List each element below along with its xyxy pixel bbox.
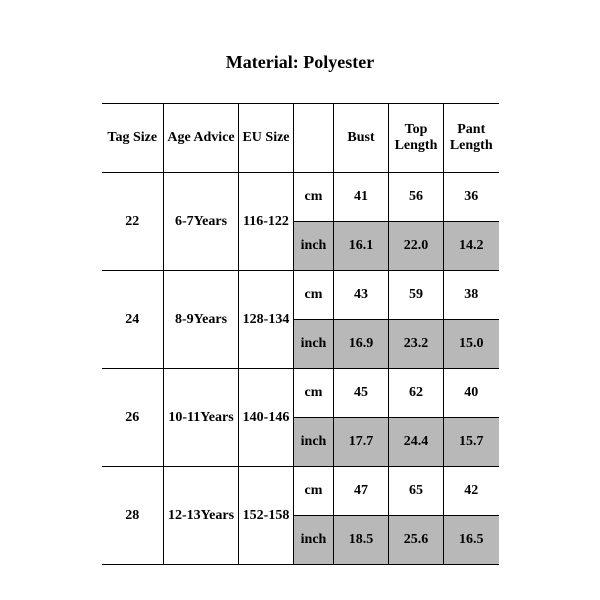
cell-age: 8-9Years [164, 271, 239, 369]
col-age-advice: Age Advice [164, 104, 239, 173]
cell-pant-cm: 40 [444, 369, 499, 418]
cell-bust-inch: 16.1 [334, 222, 389, 271]
cell-top-cm: 62 [389, 369, 444, 418]
table-row: 26 10-11Years 140-146 cm 45 62 40 [102, 369, 499, 418]
table-row: 24 8-9Years 128-134 cm 43 59 38 [102, 271, 499, 320]
cell-top-inch: 22.0 [389, 222, 444, 271]
cell-bust-inch: 17.7 [334, 418, 389, 467]
size-table-wrap: Tag Size Age Advice EU Size Bust Top Len… [70, 103, 530, 565]
col-tag-size: Tag Size [102, 104, 164, 173]
col-eu-size: EU Size [239, 104, 294, 173]
table-header-row: Tag Size Age Advice EU Size Bust Top Len… [102, 104, 499, 173]
cell-bust-inch: 16.9 [334, 320, 389, 369]
cell-unit-cm: cm [294, 173, 334, 222]
size-table: Tag Size Age Advice EU Size Bust Top Len… [102, 103, 499, 565]
cell-age: 10-11Years [164, 369, 239, 467]
cell-unit-inch: inch [294, 320, 334, 369]
cell-unit-cm: cm [294, 467, 334, 516]
cell-tag: 28 [102, 467, 164, 565]
cell-top-inch: 23.2 [389, 320, 444, 369]
cell-tag: 26 [102, 369, 164, 467]
cell-pant-inch: 15.7 [444, 418, 499, 467]
page-title: Material: Polyester [0, 0, 600, 103]
cell-unit-inch: inch [294, 222, 334, 271]
cell-pant-inch: 15.0 [444, 320, 499, 369]
cell-age: 6-7Years [164, 173, 239, 271]
cell-unit-inch: inch [294, 418, 334, 467]
cell-pant-cm: 38 [444, 271, 499, 320]
col-unit [294, 104, 334, 173]
cell-top-inch: 24.4 [389, 418, 444, 467]
cell-tag: 24 [102, 271, 164, 369]
cell-pant-inch: 14.2 [444, 222, 499, 271]
cell-bust-cm: 43 [334, 271, 389, 320]
cell-tag: 22 [102, 173, 164, 271]
cell-pant-cm: 36 [444, 173, 499, 222]
cell-unit-cm: cm [294, 271, 334, 320]
table-row: 28 12-13Years 152-158 cm 47 65 42 [102, 467, 499, 516]
cell-eu: 116-122 [239, 173, 294, 271]
cell-pant-inch: 16.5 [444, 516, 499, 565]
cell-bust-cm: 45 [334, 369, 389, 418]
col-top-length: Top Length [389, 104, 444, 173]
col-bust: Bust [334, 104, 389, 173]
cell-eu: 152-158 [239, 467, 294, 565]
cell-unit-cm: cm [294, 369, 334, 418]
col-pant-length: Pant Length [444, 104, 499, 173]
cell-top-cm: 56 [389, 173, 444, 222]
cell-eu: 128-134 [239, 271, 294, 369]
cell-eu: 140-146 [239, 369, 294, 467]
cell-top-cm: 65 [389, 467, 444, 516]
cell-bust-inch: 18.5 [334, 516, 389, 565]
cell-bust-cm: 47 [334, 467, 389, 516]
cell-unit-inch: inch [294, 516, 334, 565]
cell-bust-cm: 41 [334, 173, 389, 222]
cell-top-inch: 25.6 [389, 516, 444, 565]
cell-pant-cm: 42 [444, 467, 499, 516]
cell-top-cm: 59 [389, 271, 444, 320]
cell-age: 12-13Years [164, 467, 239, 565]
table-row: 22 6-7Years 116-122 cm 41 56 36 [102, 173, 499, 222]
